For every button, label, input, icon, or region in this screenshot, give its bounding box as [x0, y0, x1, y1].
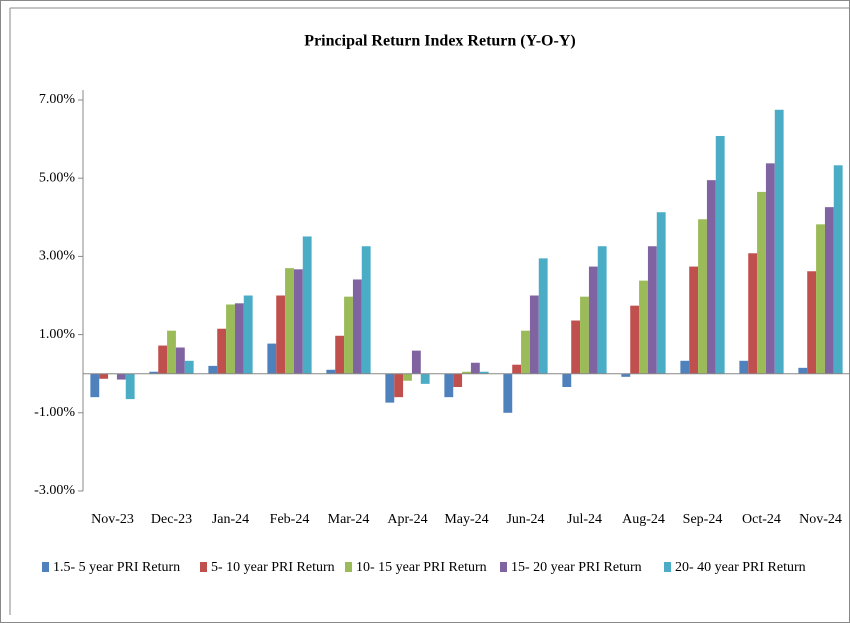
bar — [285, 268, 294, 374]
bar — [765, 163, 775, 374]
bar — [184, 360, 194, 374]
bar — [361, 246, 371, 374]
bar — [698, 219, 707, 374]
bar — [326, 369, 336, 374]
bar — [352, 279, 362, 374]
bar — [293, 269, 303, 374]
bar — [420, 373, 430, 384]
bar — [816, 224, 825, 374]
bar — [680, 360, 690, 374]
bar — [757, 191, 766, 374]
x-tick-label: Jul-24 — [567, 512, 602, 527]
bar — [521, 330, 530, 374]
bar — [479, 371, 489, 374]
x-tick-label: Feb-24 — [270, 512, 310, 527]
bar — [807, 271, 817, 374]
bar — [580, 296, 589, 374]
bar — [226, 304, 235, 374]
bar — [234, 303, 244, 374]
y-tick-label: -1.00% — [34, 405, 75, 420]
legend-label: 15- 20 year PRI Return — [511, 560, 642, 575]
x-tick-label: Nov-23 — [91, 512, 134, 527]
bar — [774, 109, 784, 374]
bar — [175, 347, 185, 374]
bar — [335, 335, 345, 374]
bar — [167, 330, 176, 374]
bar — [639, 280, 648, 374]
bar — [656, 212, 666, 374]
bar — [562, 373, 572, 387]
bar — [621, 373, 631, 377]
bar — [411, 350, 421, 374]
bar — [597, 246, 607, 374]
bar — [385, 373, 395, 403]
x-tick-label: Jan-24 — [212, 512, 249, 527]
x-tick-label: Nov-24 — [799, 512, 842, 527]
legend-swatch — [200, 562, 207, 572]
bar — [748, 253, 758, 374]
x-tick-label: Jun-24 — [506, 512, 544, 527]
legend-label: 1.5- 5 year PRI Return — [53, 560, 180, 575]
bar — [116, 373, 126, 380]
legend-label: 10- 15 year PRI Return — [356, 560, 487, 575]
bar — [689, 266, 699, 374]
bar — [403, 373, 412, 381]
chart-title: Principal Return Index Return (Y-O-Y) — [304, 33, 575, 50]
legend-swatch — [42, 562, 49, 572]
bar — [503, 373, 513, 413]
bar — [798, 367, 808, 374]
bar — [512, 364, 522, 374]
bar — [571, 320, 581, 374]
x-tick-label: Apr-24 — [387, 512, 427, 527]
bar — [90, 373, 100, 398]
bar — [706, 180, 716, 374]
x-tick-label: Mar-24 — [328, 512, 370, 527]
bar — [217, 328, 227, 374]
bar — [715, 135, 725, 374]
bar — [529, 295, 539, 374]
bar — [588, 266, 598, 374]
legend-label: 20- 40 year PRI Return — [675, 560, 806, 575]
bar — [453, 373, 463, 387]
y-tick-label: 3.00% — [39, 249, 76, 264]
legend-label: 5- 10 year PRI Return — [211, 560, 335, 575]
bar — [824, 207, 834, 374]
bar — [833, 165, 843, 374]
bar — [149, 371, 159, 374]
y-tick-label: 5.00% — [39, 170, 76, 185]
y-tick-label: -3.00% — [34, 483, 75, 498]
legend-swatch — [664, 562, 671, 572]
y-tick-label: 7.00% — [39, 92, 76, 107]
bar — [538, 258, 548, 374]
bar — [647, 246, 657, 374]
bar — [394, 373, 404, 398]
x-tick-label: Sep-24 — [683, 512, 723, 527]
x-tick-label: May-24 — [444, 512, 488, 527]
bar — [276, 295, 286, 374]
y-tick-label: 1.00% — [39, 327, 76, 342]
bar — [444, 373, 454, 398]
bar — [125, 373, 135, 400]
bar — [267, 343, 277, 374]
legend-swatch — [500, 562, 507, 572]
bar — [739, 360, 749, 374]
bar — [302, 236, 312, 374]
bar — [630, 305, 640, 374]
bar — [158, 345, 168, 374]
x-tick-label: Oct-24 — [742, 512, 781, 527]
legend-swatch — [345, 562, 352, 572]
x-tick-label: Aug-24 — [622, 512, 665, 527]
bar — [344, 296, 353, 374]
bar — [208, 365, 218, 374]
bar — [243, 295, 253, 374]
bar — [99, 373, 109, 379]
x-tick-label: Dec-23 — [151, 512, 192, 527]
bar — [462, 371, 471, 374]
bar — [470, 362, 480, 374]
